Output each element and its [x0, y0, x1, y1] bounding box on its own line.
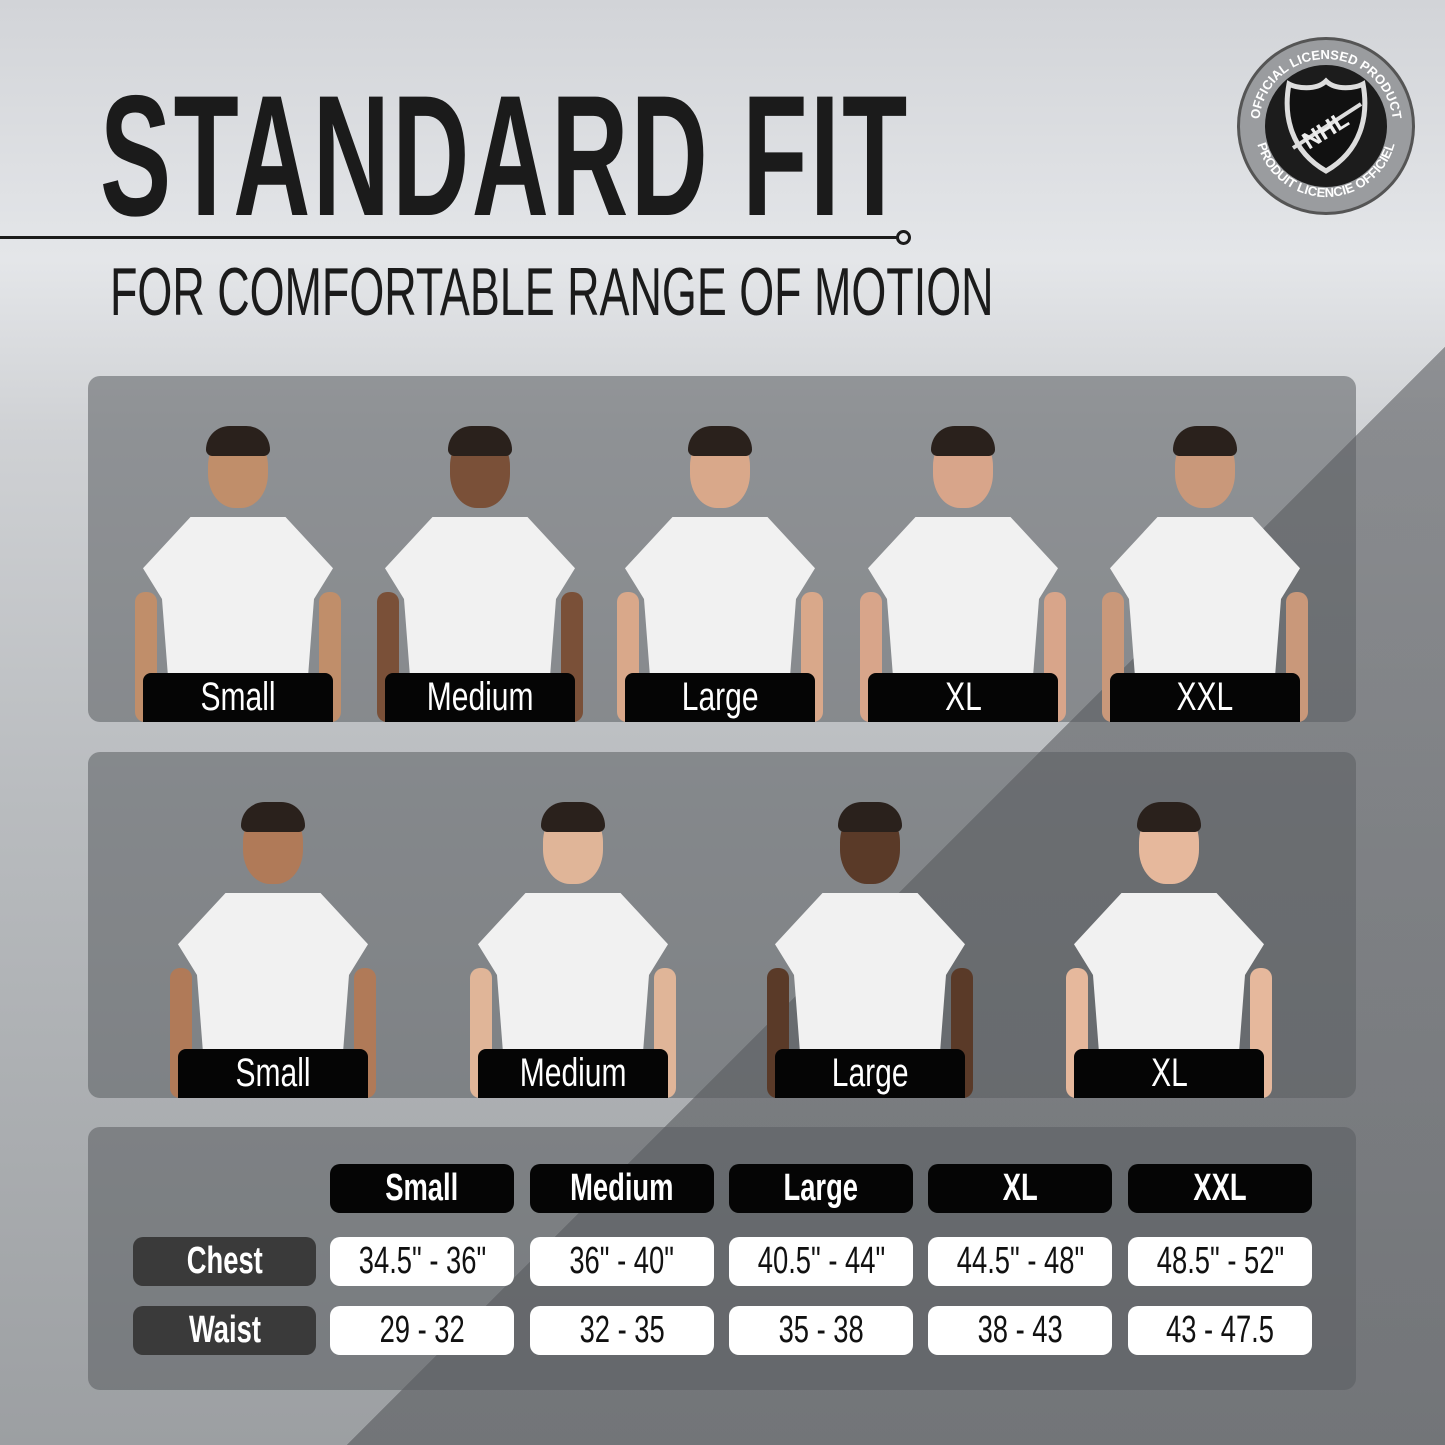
- size-label-text: Small: [235, 1051, 311, 1095]
- table-cell: 40.5" - 44": [729, 1237, 913, 1286]
- men-size-label: XL: [868, 673, 1058, 722]
- hair: [1173, 426, 1237, 456]
- women-size-label: Large: [775, 1049, 965, 1098]
- table-column-header: XXL: [1128, 1164, 1312, 1213]
- header-text: Medium: [570, 1167, 674, 1209]
- svg-text:OFFICIAL LICENSED PRODUCT: OFFICIAL LICENSED PRODUCT: [1247, 47, 1404, 120]
- table-cell: 48.5" - 52": [1128, 1237, 1312, 1286]
- nhl-shield-icon: NHL: [1284, 77, 1368, 174]
- row-label-text: Chest: [186, 1240, 263, 1282]
- hair: [541, 802, 605, 832]
- hair: [931, 426, 995, 456]
- cell-text: 38 - 43: [977, 1309, 1063, 1351]
- header-text: Small: [385, 1167, 459, 1209]
- svg-text:PRODUIT LICENCIE OFFICIEL: PRODUIT LICENCIE OFFICIEL: [1254, 140, 1397, 200]
- women-size-label: Small: [178, 1049, 368, 1098]
- women-size-label: XL: [1074, 1049, 1264, 1098]
- hair: [688, 426, 752, 456]
- table-cell: 44.5" - 48": [928, 1237, 1112, 1286]
- cell-text: 35 - 38: [778, 1309, 864, 1351]
- table-cell: 36" - 40": [530, 1237, 714, 1286]
- size-chart-table: Small Medium Large XL XXL Chest 34.5" - 36" 36"…: [88, 1127, 1356, 1390]
- hair: [838, 802, 902, 832]
- page-subtitle: FOR COMFORTABLE RANGE OF MOTION: [110, 254, 994, 330]
- cell-text: 32 - 35: [579, 1309, 665, 1351]
- table-cell: 43 - 47.5: [1128, 1306, 1312, 1355]
- nhl-licensed-badge: OFFICIAL LICENSED PRODUCT PRODUIT LICENC…: [1237, 37, 1415, 215]
- size-label-text: Large: [681, 675, 759, 719]
- size-label-text: Medium: [519, 1051, 627, 1095]
- cell-text: 43 - 47.5: [1166, 1309, 1274, 1351]
- divider-line: [0, 236, 898, 239]
- divider-dot: [896, 230, 911, 245]
- table-cell: 35 - 38: [729, 1306, 913, 1355]
- row-label-text: Waist: [188, 1309, 261, 1351]
- women-sizes-panel: Small Medium Large XL: [88, 752, 1356, 1098]
- size-label-text: Large: [831, 1051, 909, 1095]
- table-column-header: Medium: [530, 1164, 714, 1213]
- header-text: XL: [1002, 1167, 1038, 1209]
- table-column-header: Small: [330, 1164, 514, 1213]
- hair: [448, 426, 512, 456]
- cell-text: 36" - 40": [569, 1240, 675, 1282]
- women-size-label: Medium: [478, 1049, 668, 1098]
- hair: [241, 802, 305, 832]
- cell-text: 48.5" - 52": [1156, 1240, 1284, 1282]
- table-cell: 29 - 32: [330, 1306, 514, 1355]
- cell-text: 44.5" - 48": [956, 1240, 1084, 1282]
- table-row-label: Waist: [133, 1306, 316, 1355]
- table-column-header: XL: [928, 1164, 1112, 1213]
- cell-text: 29 - 32: [379, 1309, 465, 1351]
- men-size-label: XXL: [1110, 673, 1300, 722]
- table-cell: 38 - 43: [928, 1306, 1112, 1355]
- size-label-text: XXL: [1176, 675, 1234, 719]
- badge-ring-text: OFFICIAL LICENSED PRODUCT PRODUIT LICENC…: [1247, 47, 1404, 200]
- header-text: XXL: [1193, 1167, 1247, 1209]
- table-column-header: Large: [729, 1164, 913, 1213]
- page-title: STANDARD FIT: [100, 60, 910, 252]
- size-label-text: Medium: [426, 675, 534, 719]
- cell-text: 34.5" - 36": [358, 1240, 486, 1282]
- table-cell: 32 - 35: [530, 1306, 714, 1355]
- men-size-label: Small: [143, 673, 333, 722]
- men-size-label: Large: [625, 673, 815, 722]
- size-label-text: XL: [944, 675, 982, 719]
- men-size-label: Medium: [385, 673, 575, 722]
- hair: [206, 426, 270, 456]
- size-label-text: XL: [1150, 1051, 1188, 1095]
- cell-text: 40.5" - 44": [757, 1240, 885, 1282]
- header-text: Large: [783, 1167, 859, 1209]
- size-label-text: Small: [200, 675, 276, 719]
- men-sizes-panel: Small Medium Large XL XXL: [88, 376, 1356, 722]
- table-cell: 34.5" - 36": [330, 1237, 514, 1286]
- table-row-label: Chest: [133, 1237, 316, 1286]
- hair: [1137, 802, 1201, 832]
